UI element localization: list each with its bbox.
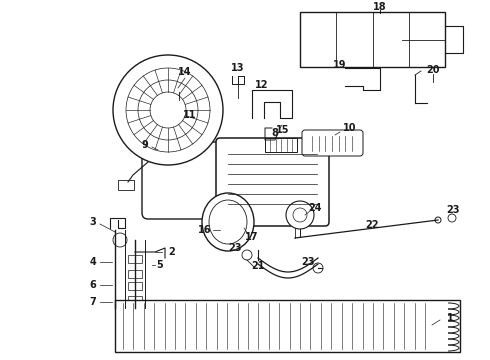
FancyBboxPatch shape bbox=[216, 138, 329, 226]
Bar bbox=[170, 80, 188, 92]
Ellipse shape bbox=[202, 193, 254, 251]
Circle shape bbox=[313, 263, 323, 273]
Bar bbox=[118, 180, 134, 190]
Text: 5: 5 bbox=[157, 260, 163, 270]
Text: 4: 4 bbox=[90, 257, 97, 267]
Text: 10: 10 bbox=[343, 123, 357, 133]
Text: 1: 1 bbox=[446, 313, 453, 323]
Circle shape bbox=[242, 250, 252, 260]
Text: 21: 21 bbox=[251, 261, 265, 271]
Text: 13: 13 bbox=[231, 63, 245, 73]
Text: 8: 8 bbox=[271, 128, 278, 138]
FancyBboxPatch shape bbox=[142, 142, 229, 219]
Text: 15: 15 bbox=[276, 125, 290, 135]
Text: 22: 22 bbox=[365, 220, 379, 230]
Text: 2: 2 bbox=[169, 247, 175, 257]
Bar bbox=[128, 296, 142, 304]
Text: 23: 23 bbox=[301, 257, 315, 267]
Bar bbox=[128, 282, 142, 290]
Text: 3: 3 bbox=[90, 217, 97, 227]
Text: 23: 23 bbox=[228, 243, 242, 253]
Circle shape bbox=[448, 214, 456, 222]
Bar bbox=[300, 12, 445, 67]
Text: 23: 23 bbox=[446, 205, 460, 215]
Text: 7: 7 bbox=[90, 297, 97, 307]
Bar bbox=[128, 270, 142, 278]
Bar bbox=[115, 300, 460, 352]
Circle shape bbox=[286, 201, 314, 229]
Text: 19: 19 bbox=[333, 60, 347, 70]
Circle shape bbox=[113, 233, 127, 247]
Text: 6: 6 bbox=[90, 280, 97, 290]
Text: 14: 14 bbox=[178, 67, 192, 77]
Circle shape bbox=[113, 55, 223, 165]
Text: 18: 18 bbox=[373, 2, 387, 12]
Text: 20: 20 bbox=[426, 65, 440, 75]
FancyBboxPatch shape bbox=[302, 130, 363, 156]
Bar bbox=[128, 255, 142, 263]
Bar bbox=[265, 138, 297, 152]
Text: 24: 24 bbox=[308, 203, 322, 213]
Text: 16: 16 bbox=[198, 225, 212, 235]
Text: 11: 11 bbox=[183, 110, 197, 120]
Text: 12: 12 bbox=[255, 80, 269, 90]
Circle shape bbox=[435, 217, 441, 223]
Text: 17: 17 bbox=[245, 232, 259, 242]
Text: 9: 9 bbox=[142, 140, 148, 150]
